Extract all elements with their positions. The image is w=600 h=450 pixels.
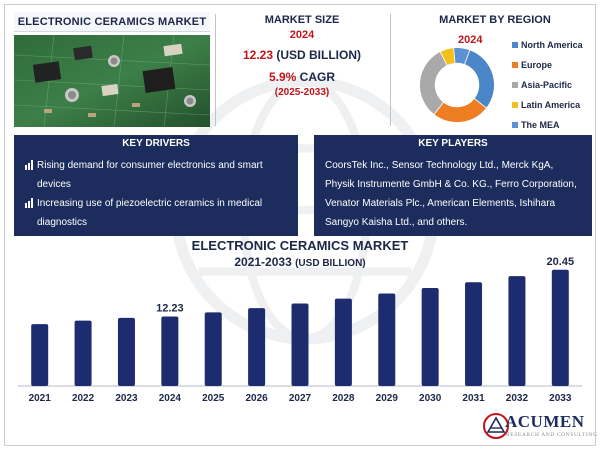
bar-2024 bbox=[161, 316, 179, 386]
region-donut-chart bbox=[419, 47, 495, 123]
x-tick-label: 2026 bbox=[245, 393, 268, 404]
brand-tagline: RESEARCH AND CONSULTING bbox=[506, 432, 598, 438]
chart-subtitle-line: 2021-2033 (USD BILLION) bbox=[150, 255, 450, 269]
x-tick-label: 2031 bbox=[462, 393, 485, 404]
bar-2033 bbox=[551, 269, 569, 386]
bar-2029 bbox=[378, 293, 396, 386]
bar-2028 bbox=[334, 298, 352, 386]
x-tick-label: 2022 bbox=[72, 393, 95, 404]
bar-2023 bbox=[117, 317, 135, 386]
legend-label: The MEA bbox=[521, 120, 560, 130]
x-tick-label: 2021 bbox=[29, 393, 52, 404]
legend-item: Asia-Pacific bbox=[512, 75, 583, 95]
bar-bullet-icon bbox=[25, 198, 33, 208]
circuit-board-image bbox=[14, 35, 210, 127]
acumen-logo-icon bbox=[483, 413, 509, 439]
chart-title: ELECTRONIC CERAMICS MARKET bbox=[191, 238, 409, 253]
divider-right bbox=[390, 14, 391, 126]
cagr-period: (2025-2033) bbox=[274, 87, 330, 98]
legend-label: Asia-Pacific bbox=[521, 80, 573, 90]
region-year: 2024 bbox=[458, 34, 483, 46]
divider-left bbox=[215, 14, 216, 126]
x-tick-label: 2027 bbox=[289, 393, 312, 404]
x-tick-label: 2029 bbox=[376, 393, 399, 404]
donut-slice bbox=[453, 47, 471, 65]
legend-swatch bbox=[512, 102, 518, 108]
legend-item: Europe bbox=[512, 55, 583, 75]
x-tick-label: 2030 bbox=[419, 393, 442, 404]
data-label: 12.23 bbox=[156, 303, 184, 315]
brand-name: ACUMEN bbox=[505, 412, 585, 431]
x-tick-label: 2025 bbox=[202, 393, 225, 404]
key-players-header: KEY PLAYERS bbox=[314, 135, 592, 151]
market-size-value-line: 12.23 (USD BILLION) bbox=[222, 48, 382, 62]
driver-text: Increasing use of piezoelectric ceramics… bbox=[37, 198, 263, 228]
bar-bullet-icon bbox=[25, 160, 33, 170]
market-size-title: MARKET SIZE bbox=[264, 14, 340, 26]
bar-2031 bbox=[465, 282, 483, 386]
x-tick-label: 2032 bbox=[506, 393, 529, 404]
x-tick-label: 2023 bbox=[115, 393, 138, 404]
legend-item: North America bbox=[512, 35, 583, 55]
driver-item: Increasing use of piezoelectric ceramics… bbox=[23, 194, 289, 232]
chart-unit: (USD BILLION) bbox=[295, 258, 366, 269]
legend-swatch bbox=[512, 42, 518, 48]
legend-label: Latin America bbox=[521, 100, 581, 110]
x-tick-label: 2033 bbox=[549, 393, 572, 404]
market-size-year: 2024 bbox=[289, 29, 315, 41]
cagr-value: 5.9% bbox=[268, 70, 297, 84]
legend-item: The MEA bbox=[512, 115, 583, 135]
market-size-value: 12.23 bbox=[242, 48, 274, 62]
driver-text: Rising demand for consumer electronics a… bbox=[37, 160, 263, 190]
data-label: 20.45 bbox=[547, 256, 575, 268]
region-legend: North America Europe Asia-Pacific Latin Ame… bbox=[512, 35, 583, 135]
key-drivers-body: Rising demand for consumer electronics a… bbox=[14, 151, 298, 236]
legend-swatch bbox=[512, 62, 518, 68]
bar-2032 bbox=[508, 276, 526, 386]
driver-item: Rising demand for consumer electronics a… bbox=[23, 156, 289, 194]
legend-label: Europe bbox=[521, 60, 553, 70]
cagr-line: 5.9% CAGR bbox=[222, 70, 382, 84]
bar-2021 bbox=[31, 324, 49, 386]
legend-item: Latin America bbox=[512, 95, 583, 115]
bar-2025 bbox=[204, 312, 222, 386]
key-players-body: CoorsTek Inc., Sensor Technology Ltd., M… bbox=[314, 151, 592, 236]
bar-2027 bbox=[291, 303, 309, 386]
bar-2022 bbox=[74, 320, 92, 386]
x-tick-label: 2028 bbox=[332, 393, 355, 404]
region-title: MARKET BY REGION bbox=[439, 14, 551, 26]
chart-subtitle: 2021-2033 bbox=[234, 255, 292, 269]
market-size-unit: (USD BILLION) bbox=[273, 48, 362, 62]
report-title: ELECTRONIC CERAMICS MARKET bbox=[14, 12, 210, 32]
market-size-panel: MARKET SIZE 2024 12.23 (USD BILLION) 5.9… bbox=[222, 14, 382, 98]
x-tick-label: 2024 bbox=[159, 393, 182, 404]
key-players-text: CoorsTek Inc., Sensor Technology Ltd., M… bbox=[325, 160, 577, 228]
bar-2026 bbox=[248, 308, 266, 386]
legend-swatch bbox=[512, 82, 518, 88]
infographic-frame bbox=[4, 4, 596, 446]
key-drivers-header: KEY DRIVERS bbox=[14, 135, 298, 151]
legend-swatch bbox=[512, 122, 518, 128]
cagr-label: CAGR bbox=[296, 70, 336, 84]
bar-2030 bbox=[421, 287, 439, 386]
legend-label: North America bbox=[521, 40, 583, 50]
